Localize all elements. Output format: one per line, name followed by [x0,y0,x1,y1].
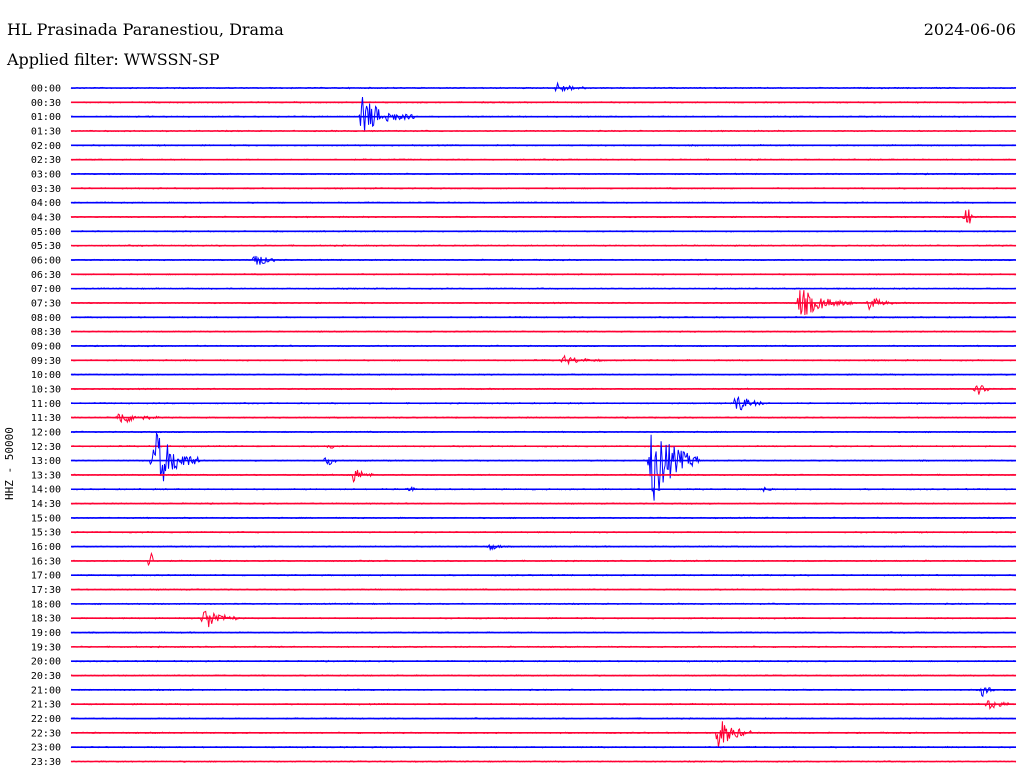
row-time-label: 20:30 [31,671,61,682]
row-time-label: 08:00 [31,313,61,324]
row-time-label: 11:00 [31,399,61,410]
row-time-label: 12:00 [31,427,61,438]
row-time-label: 23:30 [31,757,61,768]
row-time-label: 05:00 [31,227,61,238]
row-time-label: 04:30 [31,212,61,223]
row-time-label: 13:00 [31,456,61,467]
row-time-label: 10:30 [31,384,61,395]
row-time-label: 15:00 [31,513,61,524]
row-time-label: 18:00 [31,599,61,610]
row-time-label: 14:30 [31,499,61,510]
row-time-label: 00:30 [31,98,61,109]
row-time-label: 05:30 [31,241,61,252]
record-date: 2024-06-06 [923,20,1016,39]
row-time-label: 22:30 [31,728,61,739]
row-time-label: 12:30 [31,442,61,453]
row-time-label: 22:00 [31,714,61,725]
row-time-label: 09:00 [31,341,61,352]
row-time-label: 17:00 [31,571,61,582]
row-time-label: 03:30 [31,184,61,195]
station-title: HL Prasinada Paranestiou, Drama [7,20,284,39]
seismic-trace-1330 [70,469,1017,483]
row-time-label: 14:00 [31,485,61,496]
seismic-trace-2230 [71,721,1017,748]
row-time-label: 08:30 [31,327,61,338]
row-time-label: 21:30 [31,700,61,711]
row-time-label: 00:00 [31,84,61,95]
row-time-label: 06:00 [31,255,61,266]
row-time-label: 07:30 [31,298,61,309]
row-time-label: 09:30 [31,356,61,367]
seismic-trace-0000 [70,81,1017,93]
row-time-label: 02:00 [31,141,61,152]
row-time-label: 17:30 [31,585,61,596]
row-time-label: 02:30 [31,155,61,166]
seismic-trace-1630 [70,551,1017,567]
seismic-trace-1300 [70,431,1016,501]
row-time-label: 06:30 [31,270,61,281]
row-time-label: 04:00 [31,198,61,209]
row-time-label: 16:00 [31,542,61,553]
filter-label: Applied filter: WWSSN-SP [7,50,220,69]
row-time-label: 13:30 [31,470,61,481]
row-time-label: 16:30 [31,556,61,567]
row-time-label: 19:30 [31,642,61,653]
row-time-label: 01:00 [31,112,61,123]
row-time-label: 03:00 [31,169,61,180]
row-time-label: 10:00 [31,370,61,381]
seismic-trace-1830 [70,610,1017,628]
row-time-label: 18:30 [31,614,61,625]
row-time-label: 19:00 [31,628,61,639]
row-time-label: 21:00 [31,685,61,696]
row-time-label: 20:00 [31,657,61,668]
row-time-label: 15:30 [31,528,61,539]
row-time-label: 07:00 [31,284,61,295]
row-time-label: 23:00 [31,743,61,754]
row-time-label: 01:30 [31,126,61,137]
seismic-trace-1030 [70,384,1017,395]
row-time-label: 11:30 [31,413,61,424]
